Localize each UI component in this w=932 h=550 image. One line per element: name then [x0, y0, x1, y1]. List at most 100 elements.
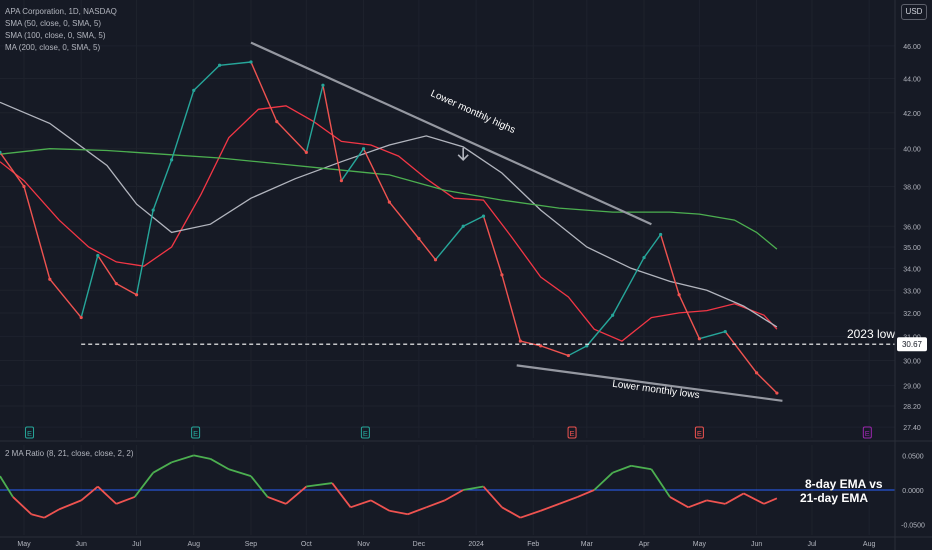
ratio-segment — [577, 489, 595, 498]
price-point — [321, 83, 325, 87]
price-tag-box — [897, 337, 927, 352]
ma-line — [0, 148, 778, 250]
price-segment — [678, 294, 701, 339]
price-segment — [362, 148, 391, 203]
price-segment — [501, 274, 522, 342]
legend-sma100[interactable]: SMA (100, close, 0, SMA, 5) — [5, 31, 106, 40]
y-tick-label: 36.00 — [903, 224, 921, 231]
price-axis: 46.00 44.00 42.00 40.00 38.00 36.00 35.00 34.00… — [894, 0, 921, 550]
price-point — [697, 337, 701, 341]
x-tick-label: Aug — [863, 541, 876, 548]
down-arrow-icon — [457, 147, 469, 161]
price-segment — [462, 215, 484, 227]
ratio-segment — [724, 492, 745, 505]
price-point — [518, 339, 522, 343]
earnings-event-icon — [694, 426, 704, 439]
price-point — [585, 344, 589, 348]
y-tick-label: 40.00 — [903, 147, 921, 154]
osc-tick-label: -0.0500 — [901, 523, 925, 530]
ratio-segment — [763, 497, 778, 505]
x-tick-label: Sep — [245, 541, 258, 548]
price-point — [566, 353, 570, 358]
ratio-segment — [501, 506, 521, 519]
ratio-segment — [80, 485, 99, 502]
price-segment — [0, 151, 25, 187]
annotation-ema-1: 8-day EMA vs — [805, 477, 883, 491]
price-point — [539, 344, 543, 348]
price-point — [79, 315, 83, 320]
ratio-segment — [115, 496, 136, 505]
legend-title: APA Corporation, 1D, NASDAQ — [5, 7, 117, 16]
grid — [0, 440, 932, 538]
ratio-segment — [520, 509, 541, 519]
earnings-event-label: E — [363, 429, 368, 438]
y-tick-label: 27.40 — [903, 425, 921, 432]
ratio-segment — [133, 472, 154, 498]
price-segment — [482, 215, 503, 276]
legend-sma50[interactable]: SMA (50, close, 0, SMA, 5) — [5, 19, 102, 28]
x-tick-label: Mar — [581, 541, 594, 548]
price-point — [48, 277, 52, 281]
y-tick-label: 33.00 — [903, 288, 921, 295]
ratio-segment — [31, 513, 45, 519]
price-point — [433, 258, 438, 262]
ratio-segment — [331, 482, 352, 508]
ratio-segment — [389, 509, 408, 516]
legend-oscillator[interactable]: 2 MA Ratio (8, 21, close, close, 2, 2) — [5, 449, 134, 458]
price-point — [170, 158, 174, 162]
ratio-segment — [43, 508, 60, 519]
price-point — [461, 224, 465, 228]
price-point — [417, 237, 421, 241]
price-point — [754, 371, 759, 375]
price-segment — [80, 255, 99, 318]
ratio-segment — [0, 475, 14, 498]
ma-ratio-line — [0, 454, 778, 519]
ratio-segment — [306, 482, 333, 488]
y-tick-label: 42.00 — [903, 111, 921, 118]
x-tick-label: Apr — [639, 541, 651, 548]
y-tick-label: 35.00 — [903, 245, 921, 252]
earnings-event-label: E — [27, 429, 32, 438]
trendline-lower-lows — [516, 364, 783, 402]
earnings-event-icon — [862, 426, 872, 439]
earnings-event-icon — [360, 426, 370, 439]
earnings-event-icon — [25, 426, 35, 439]
price-segment — [97, 255, 117, 285]
price-series — [0, 60, 779, 395]
ratio-segment — [612, 464, 632, 474]
price-segment — [418, 238, 437, 261]
ratio-segment — [97, 485, 117, 505]
currency-button[interactable]: USD — [901, 4, 927, 20]
price-segment — [322, 85, 343, 181]
price-segment — [568, 345, 588, 357]
price-segment — [724, 331, 758, 374]
price-point — [611, 313, 615, 317]
price-point — [500, 273, 504, 277]
price-tag-label: 30.67 — [902, 340, 923, 349]
x-tick-label: Jun — [751, 541, 762, 548]
x-tick-label: May — [693, 541, 707, 548]
ratio-segment — [228, 468, 252, 478]
x-tick-label: Jun — [76, 541, 87, 548]
ratio-segment — [193, 454, 211, 460]
price-point — [192, 88, 196, 92]
x-tick-label: 2024 — [468, 541, 484, 548]
price-segment — [49, 278, 82, 319]
ratio-segment — [650, 468, 671, 498]
y-tick-label: 28.20 — [903, 404, 921, 411]
earnings-event-label: E — [865, 429, 870, 438]
x-tick-label: Oct — [301, 541, 312, 548]
price-segment — [388, 201, 420, 240]
price-segment — [434, 225, 464, 261]
ratio-segment — [171, 454, 195, 464]
time-axis: May Jun Jul Aug Sep Oct Nov Dec 2024 Feb Mar Apr May… — [17, 541, 875, 548]
x-tick-label: Nov — [357, 541, 370, 548]
legend-ma200[interactable]: MA (200, close, 0, SMA, 5) — [5, 43, 101, 52]
price-segment — [340, 148, 365, 182]
price-segment — [193, 64, 221, 91]
price-point — [275, 120, 279, 124]
x-tick-label: Dec — [413, 541, 426, 548]
price-segment — [586, 314, 614, 347]
ratio-segment — [350, 499, 372, 509]
